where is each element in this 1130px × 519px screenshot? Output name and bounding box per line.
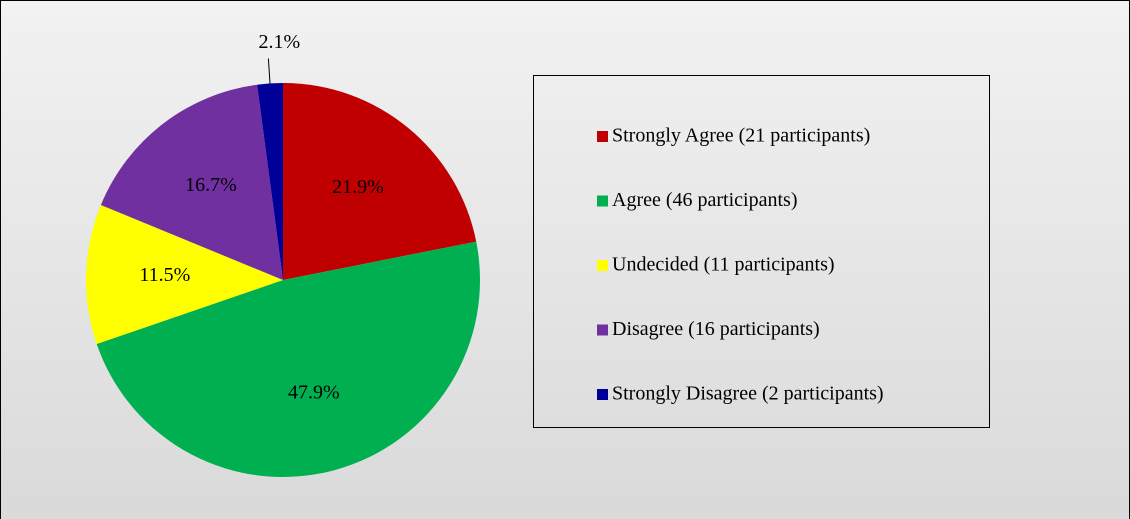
data-label: 16.7% [185,174,237,196]
legend-label: Undecided (11 participants) [612,254,835,276]
legend-swatch [597,260,608,271]
data-label: 2.1% [259,31,301,53]
legend-label: Strongly Agree (21 participants) [612,125,870,147]
pie-slice [257,83,283,280]
data-label: 11.5% [139,264,190,286]
legend-swatch [597,389,608,400]
data-label: 47.9% [288,382,340,404]
pie-slice [96,241,480,478]
legend-label: Disagree (16 participants) [612,318,820,340]
data-label: 21.9% [332,176,384,198]
pie-slice [283,83,477,280]
leader-line [267,58,271,84]
pie-slice [86,204,283,345]
legend-swatch [597,324,608,336]
pie-slice [100,84,283,280]
legend-box [533,75,990,428]
legend-label: Agree (46 participants) [612,189,797,211]
legend-label: Strongly Disagree (2 participants) [612,383,884,405]
legend-swatch [597,131,608,142]
legend-swatch [597,195,608,207]
